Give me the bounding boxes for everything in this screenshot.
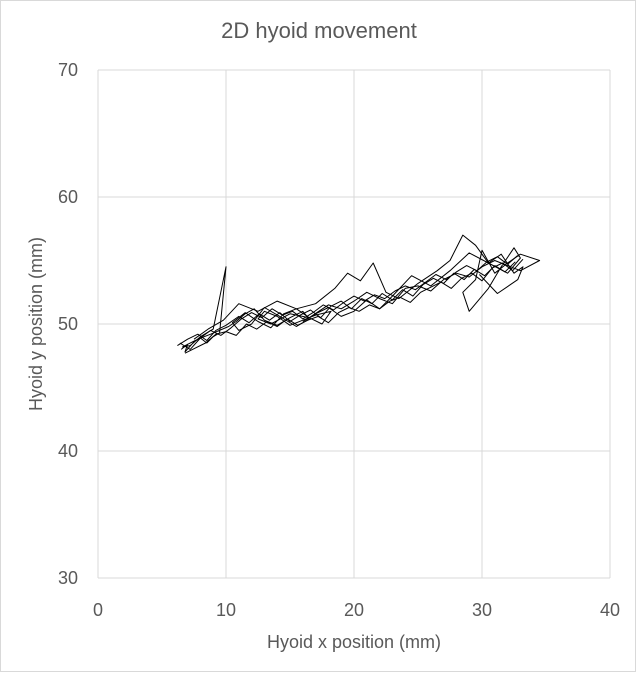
y-axis-title: Hyoid y position (mm)	[26, 237, 46, 411]
y-tick-label-70: 70	[58, 60, 78, 80]
x-tick-label-30: 30	[472, 600, 492, 620]
series-line-1	[180, 247, 541, 353]
x-tick-label-10: 10	[216, 600, 236, 620]
series-line-2	[177, 261, 516, 347]
x-tick-label-20: 20	[344, 600, 364, 620]
series-line-4	[184, 258, 524, 354]
series-layer	[177, 234, 541, 354]
y-tick-label-60: 60	[58, 187, 78, 207]
x-tick-label-40: 40	[600, 600, 620, 620]
x-tick-label-0: 0	[93, 600, 103, 620]
x-axis-title: Hyoid x position (mm)	[267, 632, 441, 652]
grid-layer	[97, 69, 611, 579]
y-tick-label-40: 40	[58, 441, 78, 461]
chart-title: 2D hyoid movement	[221, 18, 417, 43]
tick-layer: 0 10 20 30 40 30 40 50 60 70	[58, 60, 620, 620]
series-line-5	[179, 255, 519, 350]
y-tick-label-30: 30	[58, 568, 78, 588]
y-tick-label-50: 50	[58, 314, 78, 334]
